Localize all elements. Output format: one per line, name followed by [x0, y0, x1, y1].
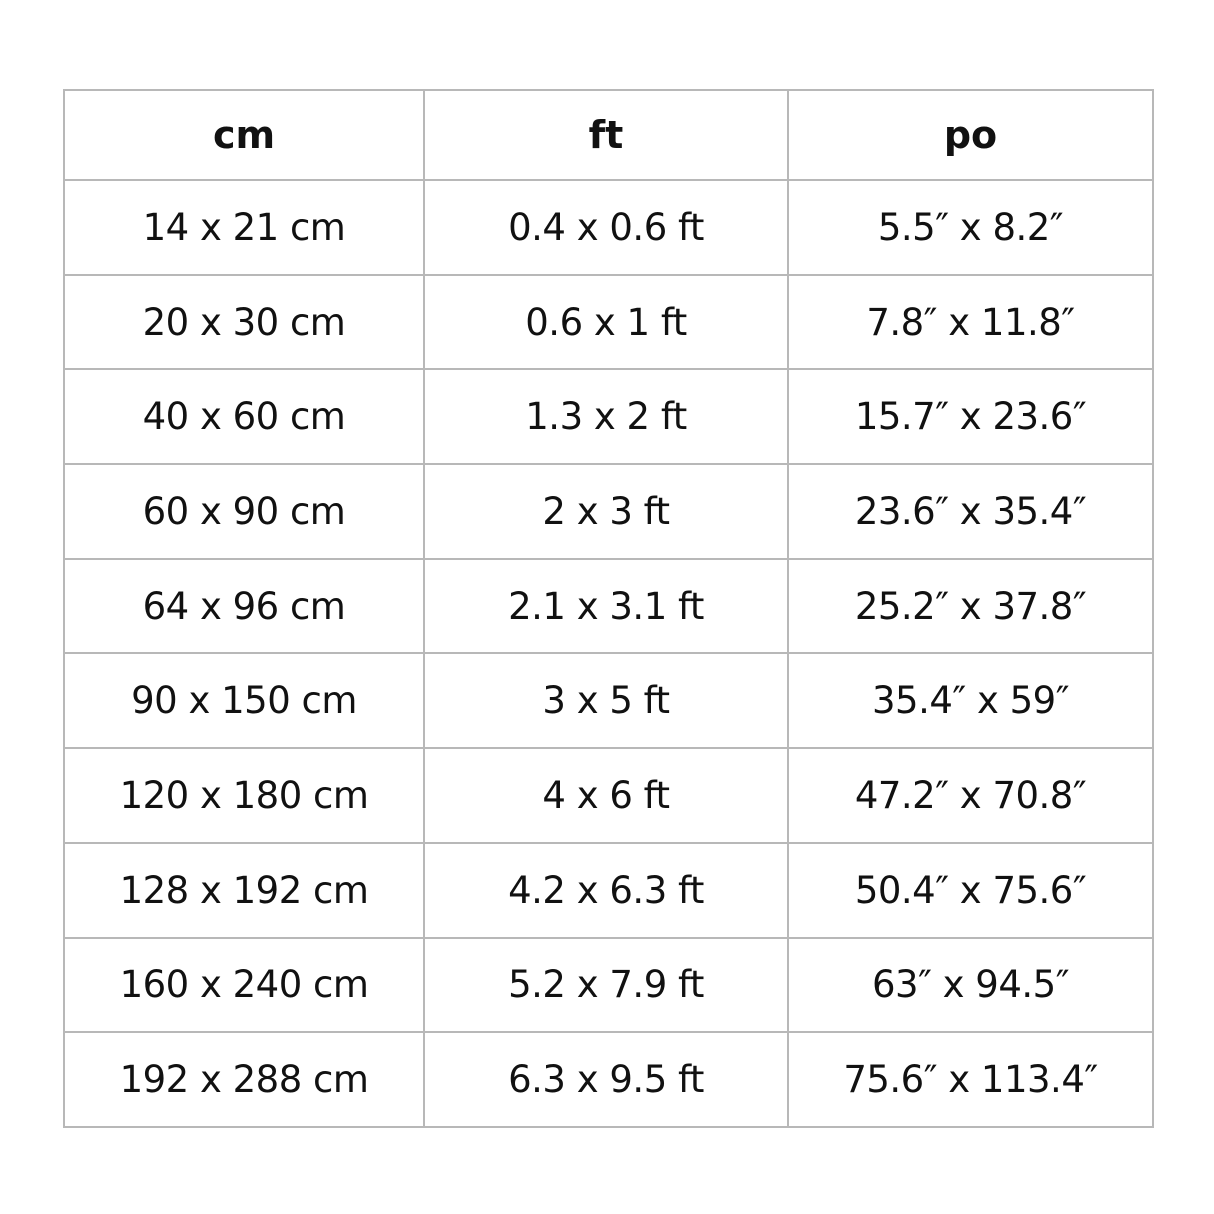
cell-ft: 4 x 6 ft — [423, 747, 789, 844]
cell-ft: 2 x 3 ft — [423, 463, 789, 560]
cell-po: 47.2″ x 70.8″ — [787, 747, 1154, 844]
cell-cm: 60 x 90 cm — [63, 463, 425, 560]
cell-ft: 5.2 x 7.9 ft — [423, 936, 789, 1034]
cell-cm: 192 x 288 cm — [63, 1031, 425, 1128]
table-row: 64 x 96 cm 2.1 x 3.1 ft 25.2″ x 37.8″ — [63, 557, 1154, 655]
cell-cm: 40 x 60 cm — [63, 368, 425, 466]
table-row: 160 x 240 cm 5.2 x 7.9 ft 63″ x 94.5″ — [63, 936, 1154, 1034]
cell-cm: 20 x 30 cm — [63, 273, 425, 371]
cell-po: 75.6″ x 113.4″ — [787, 1031, 1154, 1128]
cell-cm: 14 x 21 cm — [63, 179, 425, 276]
cell-ft: 2.1 x 3.1 ft — [423, 557, 789, 655]
table-row: 20 x 30 cm 0.6 x 1 ft 7.8″ x 11.8″ — [63, 273, 1154, 371]
header-cm: cm — [63, 89, 425, 181]
table-row: 90 x 150 cm 3 x 5 ft 35.4″ x 59″ — [63, 652, 1154, 750]
cell-ft: 6.3 x 9.5 ft — [423, 1031, 789, 1128]
cell-po: 23.6″ x 35.4″ — [787, 463, 1154, 560]
cell-ft: 3 x 5 ft — [423, 652, 789, 750]
cell-po: 5.5″ x 8.2″ — [787, 179, 1154, 276]
cell-po: 63″ x 94.5″ — [787, 936, 1154, 1034]
cell-cm: 64 x 96 cm — [63, 557, 425, 655]
header-po: po — [787, 89, 1154, 181]
size-conversion-table: cm ft po 14 x 21 cm 0.4 x 0.6 ft 5.5″ x 8.… — [63, 89, 1154, 1128]
cell-po: 50.4″ x 75.6″ — [787, 841, 1154, 939]
cell-ft: 0.4 x 0.6 ft — [423, 179, 789, 276]
table-row: 60 x 90 cm 2 x 3 ft 23.6″ x 35.4″ — [63, 463, 1154, 560]
cell-ft: 4.2 x 6.3 ft — [423, 841, 789, 939]
cell-po: 7.8″ x 11.8″ — [787, 273, 1154, 371]
cell-po: 25.2″ x 37.8″ — [787, 557, 1154, 655]
table-row: 14 x 21 cm 0.4 x 0.6 ft 5.5″ x 8.2″ — [63, 179, 1154, 276]
header-ft: ft — [423, 89, 789, 181]
cell-po: 15.7″ x 23.6″ — [787, 368, 1154, 466]
cell-cm: 90 x 150 cm — [63, 652, 425, 750]
table-row: 192 x 288 cm 6.3 x 9.5 ft 75.6″ x 113.4″ — [63, 1031, 1154, 1128]
cell-cm: 120 x 180 cm — [63, 747, 425, 844]
table-row: 40 x 60 cm 1.3 x 2 ft 15.7″ x 23.6″ — [63, 368, 1154, 466]
cell-cm: 160 x 240 cm — [63, 936, 425, 1034]
table-row: 128 x 192 cm 4.2 x 6.3 ft 50.4″ x 75.6″ — [63, 841, 1154, 939]
cell-po: 35.4″ x 59″ — [787, 652, 1154, 750]
cell-ft: 0.6 x 1 ft — [423, 273, 789, 371]
cell-cm: 128 x 192 cm — [63, 841, 425, 939]
table-row: 120 x 180 cm 4 x 6 ft 47.2″ x 70.8″ — [63, 747, 1154, 844]
cell-ft: 1.3 x 2 ft — [423, 368, 789, 466]
header-row: cm ft po — [63, 89, 1154, 181]
